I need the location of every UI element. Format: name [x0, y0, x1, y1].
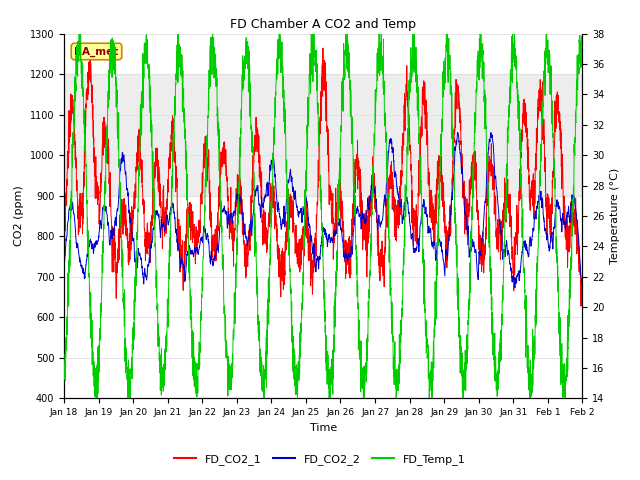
- Bar: [64, 74, 582, 196]
- Text: BA_met: BA_met: [74, 47, 118, 57]
- Y-axis label: Temperature (°C): Temperature (°C): [610, 168, 620, 264]
- Y-axis label: CO2 (ppm): CO2 (ppm): [14, 186, 24, 246]
- Legend: FD_CO2_1, FD_CO2_2, FD_Temp_1: FD_CO2_1, FD_CO2_2, FD_Temp_1: [170, 450, 470, 469]
- X-axis label: Time: Time: [310, 423, 337, 432]
- Title: FD Chamber A CO2 and Temp: FD Chamber A CO2 and Temp: [230, 18, 416, 31]
